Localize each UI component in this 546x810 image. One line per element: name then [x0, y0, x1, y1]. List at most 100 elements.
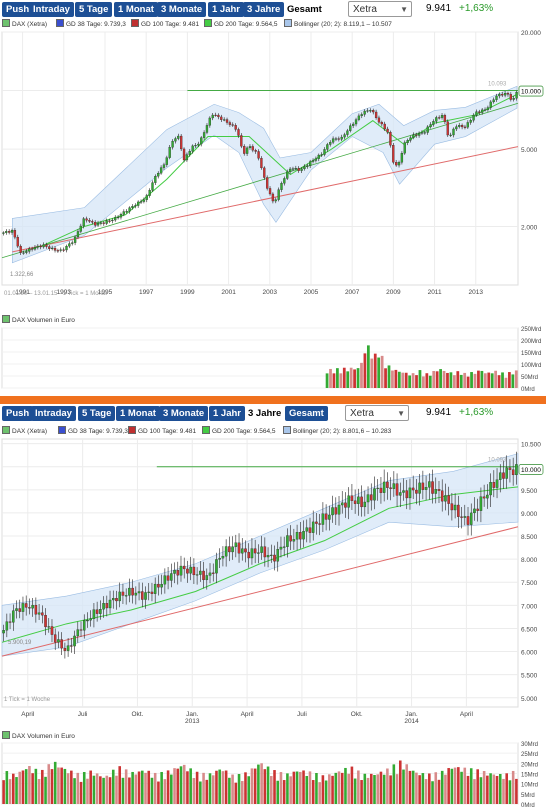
y-tick-label: 20.000	[521, 30, 541, 37]
candle-body	[208, 572, 212, 576]
candle-body	[318, 523, 321, 525]
candle-body	[274, 199, 277, 202]
candle-body	[282, 546, 286, 548]
volume-bar	[418, 775, 421, 804]
volume-bar	[160, 771, 163, 804]
legend-bollinger[interactable]: Bollinger (20; 2): 8.119,1 – 10.507	[284, 19, 392, 28]
tab-5-tage[interactable]: 5 Tage	[75, 2, 113, 17]
volume-bar	[266, 766, 270, 804]
candle-body	[53, 634, 57, 643]
volume-bar	[508, 372, 511, 388]
candle-body	[292, 539, 296, 542]
candle-body	[19, 245, 22, 253]
x-tick-label: Okt.	[131, 711, 143, 718]
volume-bar	[339, 373, 343, 388]
candle-body	[286, 535, 289, 547]
candle-body	[363, 501, 367, 508]
candle-body	[131, 587, 134, 596]
legend-volume[interactable]: DAX Volumen in Euro	[2, 731, 75, 740]
candle-body	[506, 92, 510, 95]
volume-bar	[60, 767, 63, 804]
candle-body	[337, 138, 340, 140]
legend-gd100[interactable]: GD 100 Tage: 9.481	[128, 426, 196, 435]
volume-bar	[446, 372, 449, 388]
volume-bar	[466, 775, 470, 804]
tab-3-jahre[interactable]: 3 Jahre	[243, 2, 285, 17]
tab-3-jahre[interactable]: 3 Jahre	[248, 408, 282, 419]
tab-1-jahr[interactable]: 1 Jahr	[208, 2, 244, 17]
tab-1-monat[interactable]: 1 Monat	[114, 2, 158, 17]
legend-dax[interactable]: DAX (Xetra)	[2, 19, 47, 28]
legend-volume[interactable]: DAX Volumen in Euro	[2, 315, 75, 324]
volume-bar	[469, 768, 473, 804]
tab-intraday[interactable]: Intraday	[29, 2, 74, 17]
volume-bar	[324, 780, 328, 804]
candle-body	[379, 487, 383, 493]
tab-3-monate[interactable]: 3 Monate	[159, 406, 209, 421]
legend-bollinger[interactable]: Bollinger (20; 2): 8.801,6 – 10.283	[283, 426, 391, 435]
candle-body	[118, 591, 121, 602]
legend-gd200[interactable]: GD 200 Tage: 9.564,5	[202, 426, 275, 435]
volume-bar	[382, 774, 386, 804]
volume-bar	[234, 782, 238, 804]
tab-1-jahr[interactable]: 1 Jahr	[209, 406, 245, 421]
tab-3-monate[interactable]: 3 Monate	[157, 2, 207, 17]
candle-body	[472, 115, 475, 121]
candle-body	[443, 115, 447, 122]
candle-body	[144, 592, 147, 600]
volume-bar	[402, 769, 405, 804]
volume-bar	[289, 776, 292, 804]
exchange-select[interactable]: Xetra ▼	[348, 1, 412, 17]
data-point	[442, 114, 443, 115]
volume-bar	[514, 370, 518, 388]
exchange-select[interactable]: Xetra ▼	[345, 405, 409, 421]
tab-push[interactable]: Push	[2, 2, 34, 17]
candle-body	[405, 490, 409, 499]
data-point	[32, 247, 33, 248]
candle-body	[159, 167, 163, 174]
tab-push[interactable]: Push	[2, 406, 34, 421]
tab-intraday[interactable]: Intraday	[31, 406, 76, 421]
candle-body	[218, 557, 221, 560]
candle-body	[173, 570, 176, 574]
volume-bar	[328, 774, 331, 804]
timeframe-toolbar: Push Intraday 5 Tage 1 Monat 3 Monate 1 …	[0, 0, 546, 22]
candle-body	[418, 482, 421, 494]
x-tick-label: 2007	[345, 289, 360, 296]
candle-body	[408, 487, 412, 499]
legend-gd100[interactable]: GD 100 Tage: 9.481	[131, 19, 199, 28]
candle-body	[174, 138, 177, 142]
candle-body	[437, 489, 441, 491]
candle-body	[432, 121, 435, 125]
legend-gd38[interactable]: GD 38 Tage: 9.739,3	[56, 19, 126, 28]
last-price-marker	[518, 464, 544, 475]
data-point	[505, 471, 506, 472]
candle-body	[237, 542, 241, 554]
volume-bar	[315, 772, 318, 804]
volume-bar	[463, 372, 467, 388]
legend-dax[interactable]: DAX (Xetra)	[2, 426, 47, 435]
data-point	[115, 218, 116, 219]
tab-gesamt[interactable]: Gesamt	[285, 406, 328, 421]
volume-chart-3-years: 0Mrd 5Mrd 10Mrd 15Mrd 20Mrd 25Mrd 30Mrd	[1, 742, 538, 809]
candle-body	[65, 246, 68, 251]
candle-body	[73, 635, 76, 647]
volume-bar	[483, 373, 487, 388]
candle-body	[211, 572, 215, 574]
volume-bar	[387, 365, 391, 388]
legend-gd38[interactable]: GD 38 Tage: 9.739,3	[58, 426, 128, 435]
tab-5-tage[interactable]: 5 Tage	[78, 406, 116, 421]
volume-bar	[460, 771, 463, 804]
candle-body	[511, 469, 515, 476]
candle-body	[45, 244, 48, 247]
volume-bar	[370, 358, 374, 388]
tab-gesamt[interactable]: Gesamt	[287, 4, 322, 15]
legend-gd200[interactable]: GD 200 Tage: 9.564,5	[204, 19, 277, 28]
data-point	[455, 125, 456, 126]
volume-y-tick-label: 10Mrd	[521, 783, 538, 789]
support-line	[1, 102, 519, 259]
tab-1-monat[interactable]: 1 Monat	[116, 406, 160, 421]
candle-body	[121, 591, 125, 596]
volume-plot-area	[1, 327, 519, 389]
volume-bar	[153, 772, 157, 804]
